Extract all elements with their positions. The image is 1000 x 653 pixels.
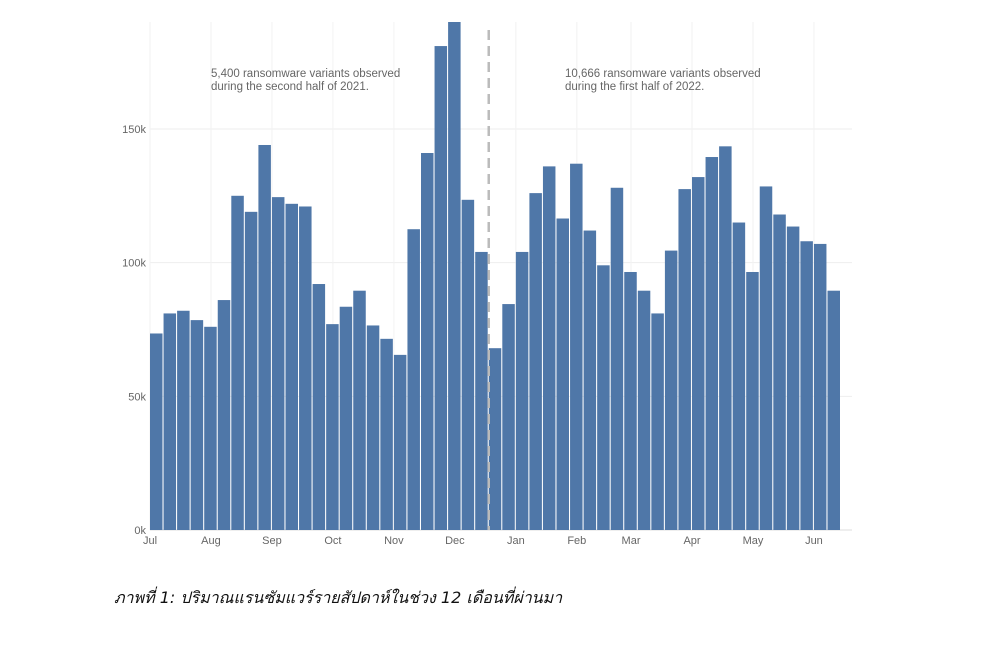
x-tick-label: Oct [324, 535, 341, 547]
bar [542, 166, 556, 530]
y-tick-label: 150k [122, 124, 146, 136]
bar [380, 338, 393, 530]
bar [705, 157, 719, 530]
bars [150, 22, 840, 531]
bar [258, 144, 271, 530]
annotation-first-half-2022: 10,666 ransomware variants observed duri… [565, 68, 764, 93]
bar [800, 241, 813, 530]
bar [827, 290, 840, 530]
figure-caption: ภาพที่ 1: ปริมาณแรนซัมแวร์รายสัปดาห์ในช่… [114, 588, 563, 607]
bar [786, 226, 800, 530]
bar [177, 310, 190, 530]
bar [556, 218, 569, 530]
x-tick-label: Jul [143, 535, 157, 547]
bar [353, 290, 366, 530]
bar [271, 197, 285, 530]
x-tick-label: Aug [201, 535, 221, 547]
bar [475, 251, 488, 531]
bar [678, 189, 691, 530]
bar [461, 199, 475, 531]
bar [664, 250, 678, 530]
bar [719, 146, 732, 531]
bar [746, 271, 759, 530]
annotation-second-half-2021-line-2: during the second half of 2021. [211, 81, 369, 93]
annotation-first-half-2022-line-1: 10,666 ransomware variants observed [565, 68, 761, 80]
bar [583, 230, 597, 530]
bar [597, 265, 610, 530]
bar [204, 326, 217, 530]
annotation-second-half-2021-line-1: 5,400 ransomware variants observed [211, 68, 400, 80]
bar [407, 229, 420, 531]
bar [217, 300, 231, 530]
bar [326, 324, 339, 530]
bar [732, 222, 746, 531]
annotation-first-half-2022-line-2: during the first half of 2022. [565, 81, 704, 93]
bar [190, 320, 204, 530]
bar [244, 211, 258, 530]
bar [393, 354, 407, 530]
bar [624, 271, 637, 530]
bar [163, 313, 177, 530]
y-axis-ticks: 0k 50k 100k 150k [122, 124, 146, 537]
x-tick-label: Jun [805, 535, 823, 547]
weekly-ransomware-bar-chart: 0k 50k 100k 150k Jul Aug Sep Oct Nov Dec Jan Feb Ma… [122, 22, 852, 547]
x-axis-ticks: Jul Aug Sep Oct Nov Dec Jan Feb Mar Apr May Jun [143, 535, 823, 547]
bar [813, 243, 827, 531]
bar [366, 325, 380, 530]
bar [299, 206, 312, 531]
bar [502, 304, 515, 530]
bar [529, 193, 542, 530]
x-tick-label: Nov [384, 535, 404, 547]
x-tick-label: Feb [567, 535, 586, 547]
bar [312, 284, 326, 530]
x-tick-label: May [743, 535, 764, 547]
bar [610, 187, 624, 530]
bar [150, 333, 163, 530]
x-tick-label: Apr [683, 535, 700, 547]
bar [434, 46, 448, 530]
bar [421, 153, 434, 530]
bar [759, 186, 773, 530]
annotation-second-half-2021: 5,400 ransomware variants observed durin… [211, 68, 403, 93]
y-tick-label: 0k [134, 525, 146, 537]
bar [515, 251, 529, 531]
bar [285, 203, 298, 530]
x-tick-label: Jan [507, 535, 525, 547]
x-tick-label: Mar [622, 535, 641, 547]
bar [651, 313, 664, 530]
bar [570, 163, 583, 530]
bar [692, 177, 705, 531]
bar [488, 348, 502, 530]
bar [448, 22, 461, 530]
y-tick-label: 100k [122, 258, 146, 270]
bar [773, 214, 786, 531]
bar [339, 306, 353, 530]
x-tick-label: Dec [445, 535, 465, 547]
x-tick-label: Sep [262, 535, 282, 547]
bar [231, 195, 244, 530]
bar [637, 290, 651, 530]
y-tick-label: 50k [128, 391, 146, 403]
